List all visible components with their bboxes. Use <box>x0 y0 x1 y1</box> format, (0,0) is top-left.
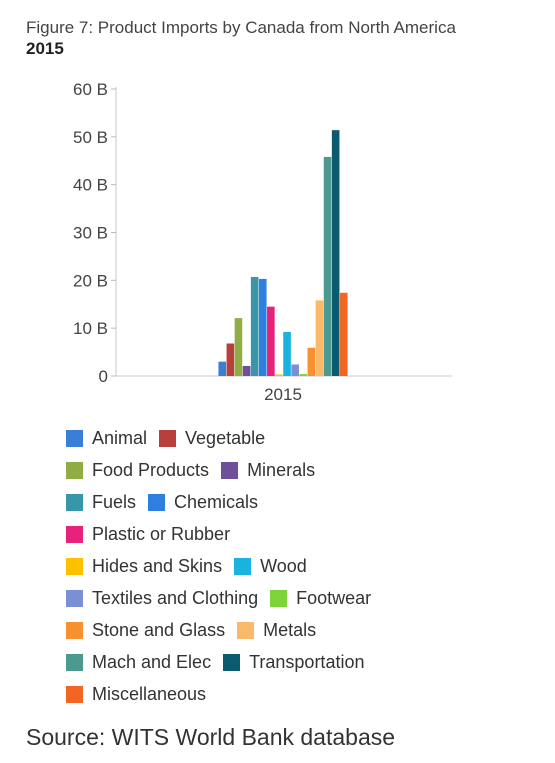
legend-row: Mach and Elec Transportation <box>66 646 536 678</box>
legend-label: Footwear <box>296 587 372 608</box>
legend-swatch <box>66 493 83 511</box>
legend-label: Metals <box>263 619 317 640</box>
legend-label: Chemicals <box>174 491 259 512</box>
bar-chart: 0 10 B 20 B 30 B 40 B 50 B 60 B 2015 <box>73 80 452 404</box>
legend-label: Hides and Skins <box>92 555 223 576</box>
legend-swatch <box>270 589 288 607</box>
y-tick-label: 30 B <box>73 224 108 243</box>
legend-swatch <box>66 589 83 607</box>
y-tick-label: 50 B <box>73 128 108 147</box>
legend-label: Wood <box>260 555 307 576</box>
legend-label: Transportation <box>249 651 365 672</box>
bar-wood <box>283 331 291 376</box>
y-tick-label: 0 <box>99 367 108 386</box>
chart-subtitle: 2015 <box>26 39 64 58</box>
legend-item: Vegetable <box>159 428 265 449</box>
legend-label: Animal <box>92 427 148 448</box>
bar-miscellaneous <box>339 292 348 376</box>
legend-swatch <box>237 621 255 639</box>
legend-item: Transportation <box>223 652 364 673</box>
legend-swatch <box>66 653 83 671</box>
bar-textiles-and-clothing <box>291 364 299 376</box>
bar-animal <box>218 361 227 376</box>
legend-item: Metals <box>237 620 316 641</box>
legend-item: Stone and Glass <box>66 620 225 641</box>
legend-label: Fuels <box>92 491 137 512</box>
legend-swatch <box>221 461 239 479</box>
legend-label: Minerals <box>247 459 316 480</box>
legend-item: Wood <box>234 556 307 577</box>
legend-label: Mach and Elec <box>92 651 212 672</box>
legend-swatch <box>159 429 177 447</box>
y-tick-label: 60 B <box>73 80 108 99</box>
legend-label: Plastic or Rubber <box>92 523 231 544</box>
legend-swatch <box>234 557 252 575</box>
legend-item: Animal <box>66 428 147 449</box>
bar-transportation <box>331 130 340 376</box>
legend-item: Food Products <box>66 460 209 481</box>
legend-row: Textiles and Clothing Footwear <box>66 582 536 614</box>
legend-swatch <box>66 525 83 543</box>
legend-row: Hides and Skins Wood <box>66 550 536 582</box>
bar-plastic-or-rubber <box>267 306 275 376</box>
legend-swatch <box>66 557 83 575</box>
legend-label: Miscellaneous <box>92 683 207 704</box>
bar-footwear <box>299 374 308 376</box>
legend-swatch <box>148 493 166 511</box>
legend-item: Mach and Elec <box>66 652 211 673</box>
bar-stone-and-glass <box>307 347 316 376</box>
source-note: Source: WITS World Bank database <box>26 724 396 750</box>
legend-row: Fuels Chemicals <box>66 486 536 518</box>
legend-row: Miscellaneous <box>66 678 536 710</box>
legend-item: Hides and Skins <box>66 556 222 577</box>
legend-swatch <box>66 685 83 703</box>
legend-label: Food Products <box>92 459 210 480</box>
bar-metals <box>315 300 324 376</box>
bar-fuels <box>250 276 259 376</box>
legend-item: Textiles and Clothing <box>66 588 258 609</box>
chart-legend: Animal Vegetable Food Products Minerals Fuel… <box>66 422 536 710</box>
legend-row: Plastic or Rubber <box>66 518 536 550</box>
x-tick-label: 2015 <box>264 385 302 404</box>
bar-food-products <box>234 318 243 376</box>
y-tick-label: 10 B <box>73 319 108 338</box>
bar-mach-and-elec <box>323 156 332 376</box>
legend-row: Food Products Minerals <box>66 454 536 486</box>
legend-item: Fuels <box>66 492 136 513</box>
legend-swatch <box>223 653 241 671</box>
bar-vegetable <box>226 343 235 376</box>
legend-swatch <box>66 621 83 639</box>
legend-item: Chemicals <box>148 492 258 513</box>
legend-item: Minerals <box>221 460 315 481</box>
chart-title: Figure 7: Product Imports by Canada from… <box>26 18 456 37</box>
legend-label: Textiles and Clothing <box>92 587 259 608</box>
legend-item: Miscellaneous <box>66 684 206 705</box>
legend-label: Vegetable <box>185 427 266 448</box>
legend-item: Plastic or Rubber <box>66 524 230 545</box>
legend-label: Stone and Glass <box>92 619 226 640</box>
bar-hides-and-skins <box>275 374 283 376</box>
legend-item: Footwear <box>270 588 371 609</box>
bar-minerals <box>242 365 251 376</box>
legend-swatch <box>66 461 83 479</box>
y-tick-label: 40 B <box>73 176 108 195</box>
legend-swatch <box>66 429 83 447</box>
y-tick-label: 20 B <box>73 271 108 290</box>
legend-row: Stone and Glass Metals <box>66 614 536 646</box>
legend-row: Animal Vegetable <box>66 422 536 454</box>
bar-chemicals <box>258 278 267 376</box>
